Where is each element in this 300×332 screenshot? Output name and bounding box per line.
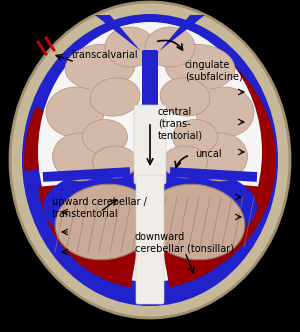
- Ellipse shape: [145, 184, 245, 260]
- Polygon shape: [150, 15, 205, 62]
- FancyBboxPatch shape: [134, 105, 166, 184]
- Wedge shape: [150, 38, 276, 282]
- Ellipse shape: [46, 87, 104, 137]
- Ellipse shape: [55, 184, 155, 260]
- Ellipse shape: [196, 87, 254, 137]
- Text: cingulate
(subfalcine): cingulate (subfalcine): [185, 60, 243, 82]
- Ellipse shape: [65, 44, 135, 90]
- Ellipse shape: [165, 44, 235, 90]
- Ellipse shape: [52, 133, 107, 181]
- FancyBboxPatch shape: [142, 50, 158, 169]
- Ellipse shape: [22, 14, 278, 306]
- Ellipse shape: [43, 162, 257, 252]
- Ellipse shape: [82, 120, 128, 154]
- Text: transcalvarial: transcalvarial: [72, 50, 139, 60]
- Ellipse shape: [172, 120, 218, 154]
- Wedge shape: [150, 177, 262, 287]
- Text: central
(trans-
tentorial): central (trans- tentorial): [158, 107, 203, 140]
- Ellipse shape: [163, 146, 208, 178]
- Ellipse shape: [105, 27, 155, 67]
- Polygon shape: [95, 15, 150, 62]
- Text: upward cerebellar /
transtentorial: upward cerebellar / transtentorial: [52, 197, 147, 218]
- Ellipse shape: [10, 2, 290, 318]
- Text: downward
cerebellar (tonsillar): downward cerebellar (tonsillar): [135, 232, 234, 254]
- Ellipse shape: [160, 78, 210, 116]
- Ellipse shape: [38, 22, 262, 282]
- Text: uncal: uncal: [195, 149, 222, 159]
- Wedge shape: [142, 125, 158, 155]
- Wedge shape: [24, 107, 150, 171]
- Wedge shape: [38, 177, 150, 287]
- Ellipse shape: [90, 78, 140, 116]
- Ellipse shape: [92, 146, 137, 178]
- Ellipse shape: [145, 27, 195, 67]
- Ellipse shape: [193, 133, 247, 181]
- FancyBboxPatch shape: [136, 175, 164, 304]
